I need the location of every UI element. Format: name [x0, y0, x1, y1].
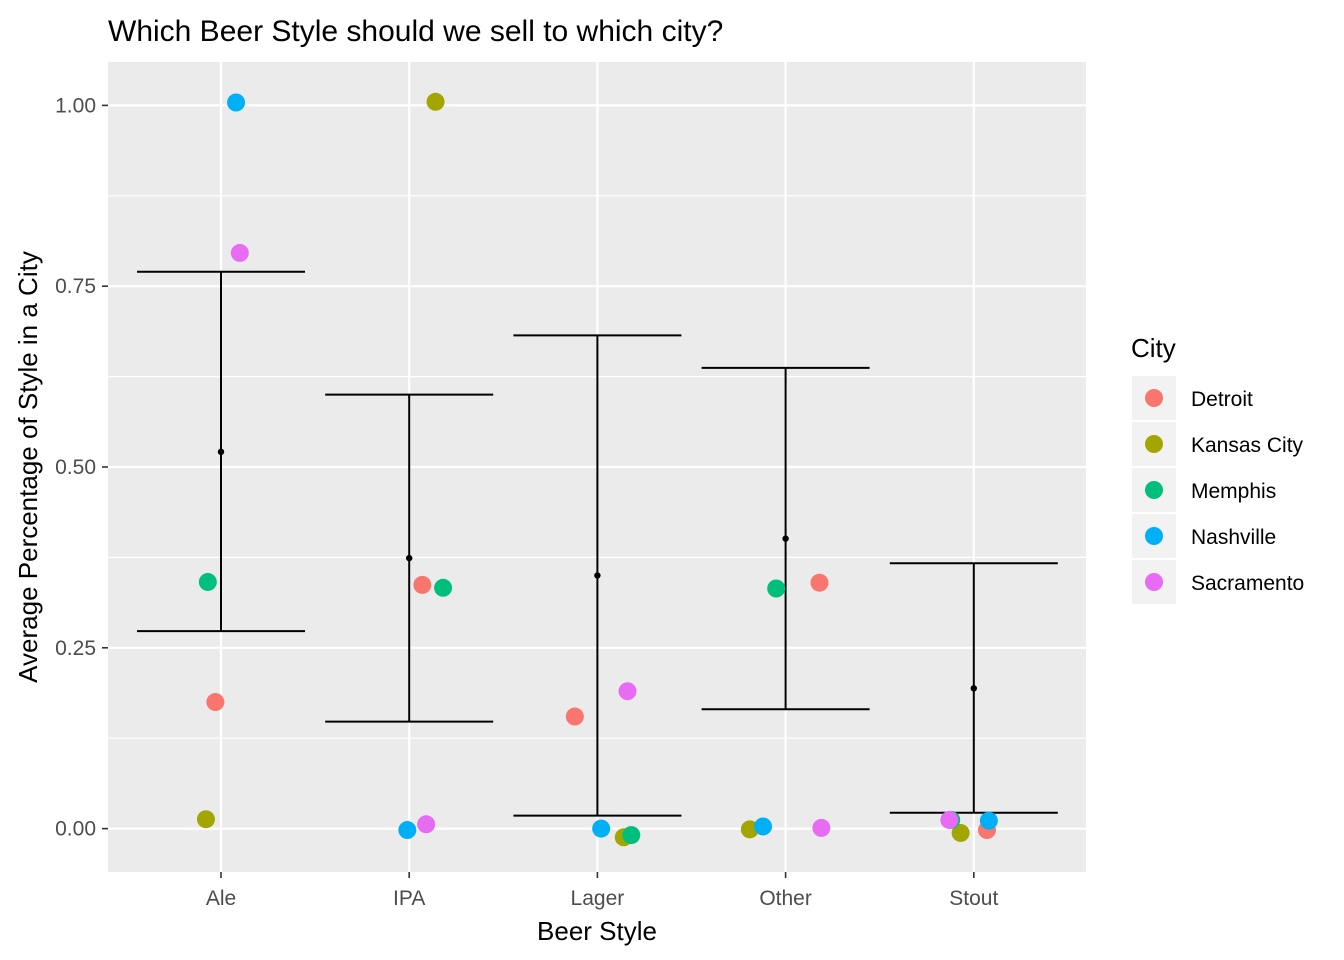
mean-point-stout — [970, 685, 977, 692]
point-nashville-ale — [227, 93, 246, 112]
legend-keys: Detroit Kansas City Memphis Nashville Sacram… — [1132, 376, 1304, 604]
legend: City Detroit Kansas City Memphis Nashville S… — [1131, 333, 1304, 604]
point-memphis-other — [767, 579, 786, 598]
y-tick-label: 0.25 — [55, 637, 96, 660]
point-detroit-ale — [206, 693, 225, 712]
mean-point-other — [782, 535, 789, 542]
point-kansas-city-ipa — [426, 92, 445, 111]
city-points — [196, 92, 998, 847]
point-sacramento-other — [812, 818, 831, 837]
point-kansas-city-ale — [196, 810, 215, 829]
legend-key-detroit — [1145, 389, 1163, 407]
x-tick-label: Stout — [949, 887, 998, 910]
legend-label: Kansas City — [1191, 434, 1304, 457]
mean-point-ipa — [406, 554, 413, 562]
mean-point-ale — [217, 448, 225, 456]
legend-label: Nashville — [1191, 526, 1276, 549]
legend-key-sacramento — [1145, 573, 1163, 591]
x-axis: Ale IPA Lager Other Stout — [206, 872, 998, 910]
point-memphis-ipa — [434, 578, 453, 597]
x-axis-title: Beer Style — [537, 916, 657, 946]
legend-key-kansas-city — [1145, 435, 1163, 453]
chart-title: Which Beer Style should we sell to which… — [108, 15, 723, 48]
point-kansas-city-stout — [951, 823, 970, 842]
y-tick-label: 1.00 — [55, 94, 96, 117]
point-nashville-lager — [592, 819, 611, 838]
point-sacramento-ipa — [417, 815, 436, 834]
legend-key-nashville — [1145, 527, 1163, 545]
point-detroit-lager — [565, 707, 584, 726]
x-tick-label: Ale — [206, 887, 236, 910]
legend-label: Memphis — [1191, 480, 1276, 503]
y-tick-label: 0.50 — [55, 456, 96, 479]
mean-point-lager — [594, 572, 601, 579]
x-tick-label: IPA — [393, 887, 425, 910]
point-nashville-ipa — [398, 821, 417, 840]
point-detroit-ipa — [413, 575, 432, 594]
point-sacramento-stout — [940, 810, 959, 829]
point-nashville-other — [754, 817, 773, 836]
legend-key-memphis — [1145, 481, 1163, 499]
y-tick-label: 0.75 — [55, 275, 96, 298]
point-sacramento-ale — [230, 243, 249, 262]
y-tick-label: 0.00 — [55, 818, 96, 841]
legend-label: Sacramento — [1191, 572, 1304, 595]
point-nashville-stout — [979, 811, 998, 830]
x-tick-label: Lager — [571, 887, 625, 910]
point-sacramento-lager — [618, 682, 637, 701]
point-memphis-ale — [198, 572, 217, 591]
point-memphis-lager — [622, 826, 641, 845]
legend-title: City — [1131, 333, 1176, 363]
y-axis: 0.00 0.25 0.50 0.75 1.00 — [55, 94, 108, 841]
legend-label: Detroit — [1191, 388, 1253, 411]
y-axis-title: Average Percentage of Style in a City — [13, 251, 43, 683]
x-tick-label: Other — [759, 887, 812, 910]
point-detroit-other — [810, 573, 829, 592]
mean-points — [217, 448, 977, 692]
